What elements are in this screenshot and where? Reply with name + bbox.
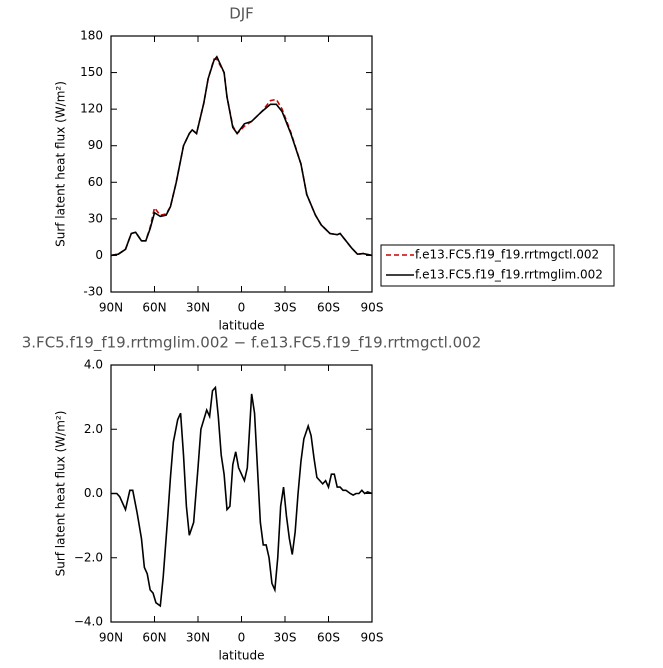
y-axis-label: Surf latent heat flux (W/m²): [54, 411, 68, 577]
y-axis-label: Surf latent heat flux (W/m²): [54, 81, 68, 247]
x-tick-label: 90S: [361, 631, 384, 645]
x-axis-label: latitude: [218, 319, 264, 333]
x-tick-label: 60S: [317, 631, 340, 645]
y-tick-label: 0: [95, 248, 103, 262]
x-tick-label: 30S: [274, 631, 297, 645]
y-tick-label: 30: [88, 211, 103, 225]
y-tick-label: 0.0: [84, 486, 103, 500]
data-line: [111, 385, 373, 608]
x-tick-label: 90N: [99, 631, 123, 645]
legend-label: f.e13.FC5.f19_f19.rrtmgctl.002: [415, 248, 599, 262]
x-tick-label: 0: [238, 301, 246, 315]
x-tick-label: 90N: [99, 301, 123, 315]
x-tick-label: 60N: [142, 301, 166, 315]
y-tick-label: 2.0: [84, 422, 103, 436]
x-tick-label: 60S: [317, 301, 340, 315]
y-tick-label: 120: [80, 102, 103, 116]
legend: f.e13.FC5.f19_f19.rrtmgctl.002 f.e13.FC5.…: [380, 244, 615, 287]
y-tick-label: 4.0: [84, 358, 103, 372]
x-axis-label: latitude: [218, 649, 264, 663]
y-tick-label: 150: [80, 65, 103, 79]
y-tick-label: −4.0: [74, 615, 103, 629]
y-tick-label: 60: [88, 175, 103, 189]
data-line: [110, 55, 373, 257]
x-tick-label: 0: [238, 631, 246, 645]
chart-title: DJF: [229, 5, 254, 23]
x-tick-label: 30S: [274, 301, 297, 315]
y-tick-label: −2.0: [74, 550, 103, 564]
y-tick-label: 180: [80, 29, 103, 43]
x-tick-label: 30N: [186, 301, 210, 315]
legend-box: [380, 244, 615, 287]
legend-label: f.e13.FC5.f19_f19.rrtmglim.002: [415, 268, 603, 282]
x-tick-label: 90S: [361, 301, 384, 315]
plot-frame: [110, 364, 373, 623]
y-tick-label: -30: [83, 285, 103, 299]
x-tick-label: 30N: [186, 631, 210, 645]
chart-title: 3.FC5.f19_f19.rrtmglim.002 − f.e13.FC5.f…: [22, 334, 482, 353]
x-tick-label: 60N: [142, 631, 166, 645]
y-tick-label: 90: [88, 138, 103, 152]
plot-frame: [110, 35, 373, 293]
